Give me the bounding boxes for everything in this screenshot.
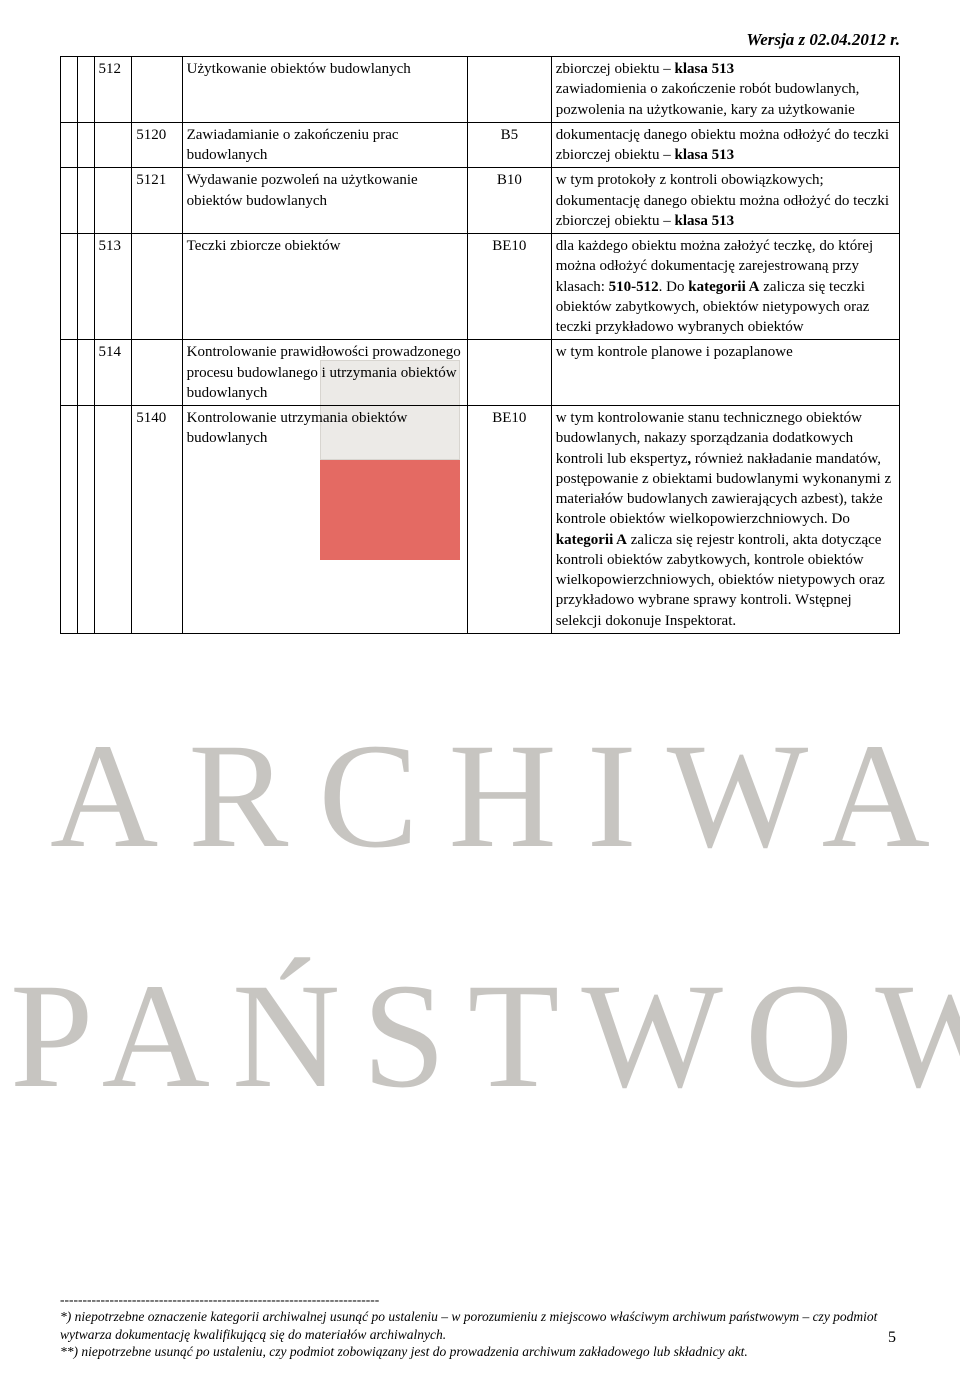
table-row: 5121Wydawanie pozwoleń na użytkowanie ob…: [61, 168, 900, 234]
table-cell: [77, 57, 94, 123]
table-cell: zbiorczej obiektu – klasa 513zawiadomien…: [551, 57, 899, 123]
table-cell: Zawiadamianie o zakończeniu prac budowla…: [182, 122, 467, 168]
footer-notes: ----------------------------------------…: [60, 1291, 900, 1361]
table-cell: [132, 340, 182, 406]
table-cell: Wydawanie pozwoleń na użytkowanie obiekt…: [182, 168, 467, 234]
table-cell: [61, 340, 78, 406]
table-cell: [77, 122, 94, 168]
table-row: 512 Użytkowanie obiektów budowlanych zbior…: [61, 57, 900, 123]
footnote-1: *) niepotrzebne oznaczenie kategorii arc…: [60, 1309, 877, 1342]
table-cell: [132, 234, 182, 340]
page-number: 5: [888, 1329, 896, 1347]
table-cell: 513: [94, 234, 132, 340]
table-cell: dla każdego obiektu można założyć teczkę…: [551, 234, 899, 340]
table-cell: 514: [94, 340, 132, 406]
version-header: Wersja z 02.04.2012 r.: [60, 30, 900, 50]
table-cell: [94, 122, 132, 168]
table-cell: B5: [467, 122, 551, 168]
main-table: 512 Użytkowanie obiektów budowlanych zbior…: [60, 56, 900, 634]
table-cell: [467, 340, 551, 406]
table-cell: w tym kontrolowanie stanu technicznego o…: [551, 406, 899, 634]
table-row: 5120Zawiadamianie o zakończeniu prac bud…: [61, 122, 900, 168]
table-cell: dokumentację danego obiektu można odłoży…: [551, 122, 899, 168]
table-cell: [61, 57, 78, 123]
table-cell: [94, 168, 132, 234]
table-cell: [77, 340, 94, 406]
table-cell: Użytkowanie obiektów budowlanych: [182, 57, 467, 123]
watermark-text-archiwa: ARCHIWA: [50, 710, 910, 882]
table-cell: Kontrolowanie utrzymania obiektów budowl…: [182, 406, 467, 634]
table-cell: [61, 122, 78, 168]
table-cell: [77, 406, 94, 634]
table-cell: Teczki zbiorcze obiektów: [182, 234, 467, 340]
table-row: 513 Teczki zbiorcze obiektówBE10dla każde…: [61, 234, 900, 340]
table-cell: 5140: [132, 406, 182, 634]
table-cell: [132, 57, 182, 123]
table-cell: 5121: [132, 168, 182, 234]
table-cell: [94, 406, 132, 634]
table-cell: [61, 406, 78, 634]
footer-dashes: ----------------------------------------…: [60, 1292, 379, 1307]
table-cell: BE10: [467, 406, 551, 634]
footnote-2: **) niepotrzebne usunąć po ustaleniu, cz…: [60, 1344, 748, 1359]
table-row: 5140Kontrolowanie utrzymania obiektów bu…: [61, 406, 900, 634]
table-cell: 512: [94, 57, 132, 123]
table-cell: w tym kontrole planowe i pozaplanowe: [551, 340, 899, 406]
table-cell: BE10: [467, 234, 551, 340]
table-cell: B10: [467, 168, 551, 234]
table-cell: [61, 168, 78, 234]
watermark-text-panstwowe: PAŃSTWOWE: [10, 950, 950, 1122]
table-cell: w tym protokoły z kontroli obowiązkowych…: [551, 168, 899, 234]
table-cell: [61, 234, 78, 340]
table-cell: Kontrolowanie prawidłowości prowadzonego…: [182, 340, 467, 406]
table-row: 514 Kontrolowanie prawidłowości prowadzon…: [61, 340, 900, 406]
table-cell: [77, 168, 94, 234]
table-cell: [467, 57, 551, 123]
table-cell: 5120: [132, 122, 182, 168]
table-cell: [77, 234, 94, 340]
